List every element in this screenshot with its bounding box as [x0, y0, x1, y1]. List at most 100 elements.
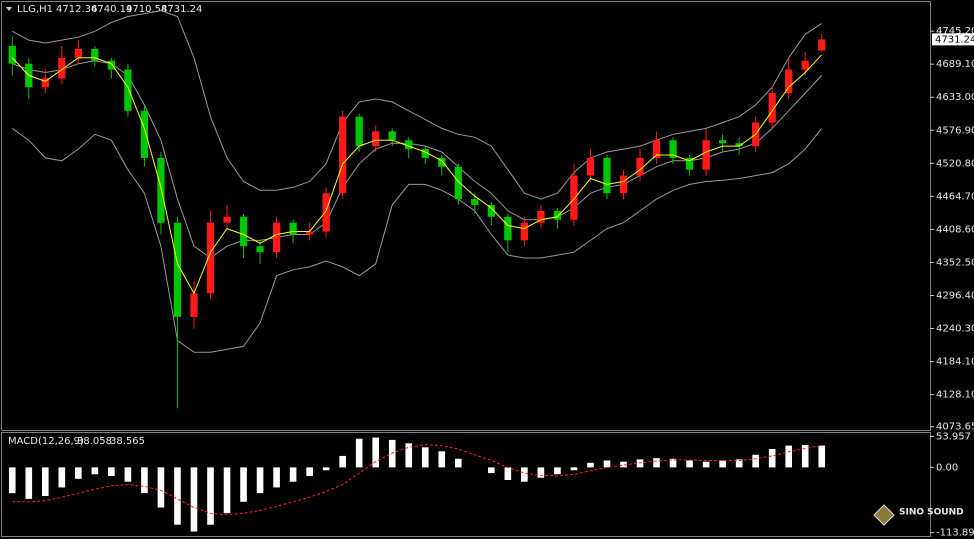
candle-body: [603, 157, 611, 194]
macd-bar: [8, 467, 16, 494]
candle-body: [223, 216, 231, 223]
macd-bar: [223, 467, 231, 514]
candle-body: [405, 140, 413, 150]
candle-body: [586, 157, 595, 176]
candle-body: [157, 157, 165, 223]
menu-arrow: [6, 7, 12, 11]
candle-body: [355, 116, 363, 147]
macd-bar: [735, 459, 743, 468]
macd-bar: [603, 460, 611, 468]
y-tick-label: 4184.10: [936, 357, 974, 368]
candle-body: [372, 131, 380, 147]
y-tick-label: 4689.10: [936, 59, 974, 70]
y-tick-label: 53.957: [936, 431, 971, 442]
macd-bar: [504, 467, 512, 480]
candle-body: [339, 116, 347, 194]
y-tick-label: 4128.10: [936, 390, 974, 401]
y-tick-label: 4745.20: [936, 26, 974, 37]
last-price-label: 4731.24: [935, 34, 974, 45]
y-tick-label: 4408.60: [936, 224, 974, 235]
macd-bar: [801, 445, 809, 468]
candle-body: [454, 166, 462, 200]
candle-body: [801, 60, 809, 70]
candle-body: [305, 231, 314, 235]
macd-bar: [669, 458, 677, 468]
macd-bar: [339, 455, 346, 468]
main-panel-frame: [1, 1, 931, 431]
candle-body: [322, 193, 330, 232]
candle-body: [74, 48, 82, 58]
ohlc-close: 4731.24: [161, 4, 202, 15]
candle-body: [256, 246, 264, 253]
candle-body: [570, 175, 578, 220]
macd-bar: [521, 467, 528, 482]
y-tick-label: 0.00: [936, 462, 958, 473]
candle-body: [702, 140, 710, 170]
candle-body: [669, 140, 677, 158]
macd-bar: [686, 460, 693, 468]
y-tick-label: 4073.65: [936, 422, 974, 433]
macd-bar: [58, 467, 66, 488]
candle-body: [818, 39, 826, 51]
macd-bar: [174, 467, 181, 525]
ohlc-low: 4710.58: [126, 4, 167, 15]
candle-body: [206, 222, 215, 294]
macd-main-value: 38.058: [77, 436, 112, 447]
macd-bar: [41, 467, 49, 497]
macd-bar: [702, 461, 710, 468]
y-tick-label: 4520.80: [936, 158, 974, 169]
macd-bar: [752, 454, 759, 468]
candle-body: [652, 140, 661, 158]
candle-body: [537, 210, 545, 223]
macd-bar: [124, 467, 132, 482]
candle-body: [718, 140, 727, 144]
candle-body: [289, 222, 297, 235]
macd-bar: [488, 467, 495, 474]
logo-icon: [873, 504, 895, 526]
candle-body: [124, 69, 132, 111]
macd-bar: [190, 467, 198, 532]
y-tick-label: 4296.40: [936, 290, 974, 301]
candle-body: [388, 131, 396, 141]
candle-body: [636, 157, 644, 176]
symbol: LLG,H1: [17, 4, 53, 15]
y-tick-label: -113.892: [936, 528, 974, 539]
macd-bar: [653, 458, 660, 468]
macd-bar: [636, 459, 644, 468]
macd-bar: [438, 451, 446, 468]
macd-bar: [273, 467, 280, 488]
candle-body: [58, 57, 66, 79]
bollinger-upper: [12, 10, 822, 200]
y-tick-label: 4576.90: [936, 125, 974, 136]
macd-bar: [785, 445, 793, 468]
macd-bar: [587, 462, 594, 468]
macd-bar: [421, 447, 429, 468]
watermark: SINO SOUND: [899, 508, 964, 518]
macd-bar: [454, 458, 462, 468]
candle-body: [239, 216, 248, 247]
candle-body: [438, 157, 446, 167]
candle-body: [735, 143, 743, 147]
macd-signal: [12, 443, 822, 516]
y-tick-label: 4352.50: [936, 257, 974, 268]
macd-bar: [306, 467, 313, 476]
candle-body: [272, 222, 281, 253]
bollinger-lower: [12, 127, 823, 353]
macd-bar: [141, 467, 148, 494]
candle-body: [619, 175, 628, 194]
macd-bar: [768, 449, 776, 468]
macd-bar: [537, 467, 545, 478]
candle-body: [140, 110, 149, 158]
candle-body: [487, 205, 495, 217]
macd-bar: [207, 467, 214, 525]
candle-body: [421, 149, 429, 158]
candle-body: [520, 222, 529, 241]
candle-body: [173, 222, 182, 317]
macd-bar: [240, 467, 247, 502]
macd-panel-frame: [1, 432, 931, 537]
macd-bar: [818, 445, 826, 468]
last-price-box: [932, 33, 974, 46]
macd-title: MACD(12,26,9): [8, 436, 84, 447]
